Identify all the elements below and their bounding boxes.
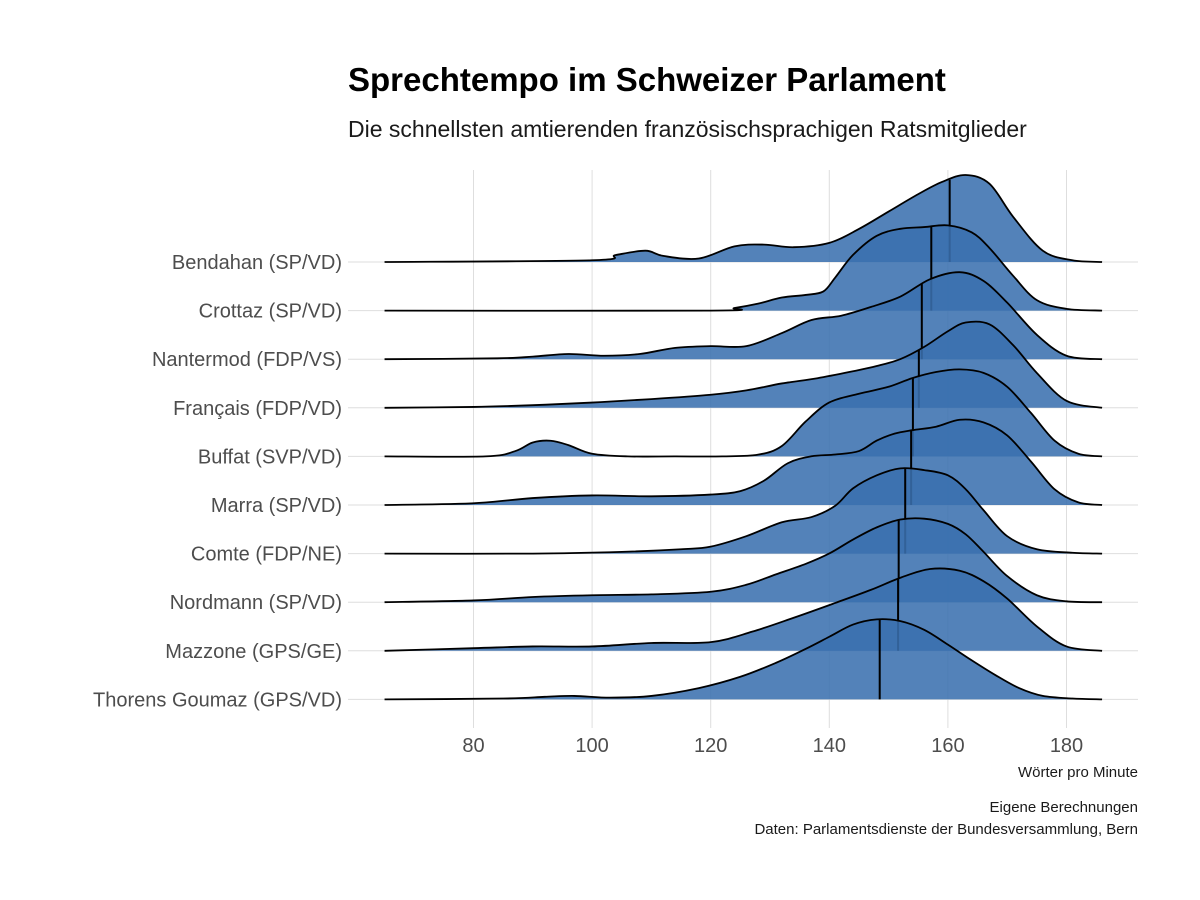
ridges (384, 174, 1103, 701)
y-axis-label: Thorens Goumaz (GPS/VD) (93, 689, 342, 711)
ridge-density-line (384, 271, 1103, 361)
y-axis-label: Comte (FDP/NE) (191, 544, 342, 566)
ridge-3 (384, 271, 1103, 361)
y-axis-labels: Bendahan (SP/VD) Crottaz (SP/VD) Nantermod… (93, 252, 342, 711)
x-tick-label: 180 (1050, 735, 1083, 757)
y-axis-label: Buffat (SVP/VD) (198, 446, 342, 468)
ridge-density-line (384, 224, 1103, 312)
x-tick-label: 140 (813, 735, 846, 757)
x-tick-label: 120 (694, 735, 727, 757)
y-axis-label: Marra (SP/VD) (211, 495, 342, 517)
ridge-density-line (384, 567, 1103, 652)
ridge-6 (384, 418, 1103, 506)
y-axis-label: Nordmann (SP/VD) (170, 592, 342, 614)
y-axis-label: Français (FDP/VD) (173, 398, 342, 420)
caption-line-2: Daten: Parlamentsdienste der Bundesversa… (754, 821, 1138, 838)
x-tick-label: 80 (462, 735, 484, 757)
ridge-density-line (384, 368, 1103, 458)
y-axis-label: Mazzone (GPS/GE) (165, 641, 342, 663)
x-tick-label: 100 (575, 735, 608, 757)
caption-line-1: Eigene Berechnungen (990, 799, 1138, 816)
y-axis-label: Bendahan (SP/VD) (172, 252, 342, 274)
ridge-density-line (384, 517, 1103, 604)
ridge-density-line (384, 618, 1103, 701)
ridge-density-line (384, 174, 1103, 263)
ridge-area (384, 419, 1103, 505)
ridge-10 (384, 618, 1103, 701)
ridge-density-line (384, 467, 1103, 555)
x-axis-label: Wörter pro Minute (1018, 764, 1138, 781)
y-axis-label: Nantermod (FDP/VS) (152, 349, 342, 371)
x-tick-label: 160 (931, 735, 964, 757)
ridge-area (384, 619, 1103, 700)
ridge-density-line (384, 418, 1103, 506)
ridge-1 (384, 174, 1103, 263)
y-axis-label: Crottaz (SP/VD) (199, 301, 342, 323)
chart-title: Sprechtempo im Schweizer Parlament (348, 61, 946, 98)
chart-subtitle: Die schnellsten amtierenden französischs… (348, 116, 1027, 142)
x-axis-ticks: 80 100 120 140 160 180 (462, 735, 1083, 757)
ridge-density-line (384, 320, 1103, 409)
